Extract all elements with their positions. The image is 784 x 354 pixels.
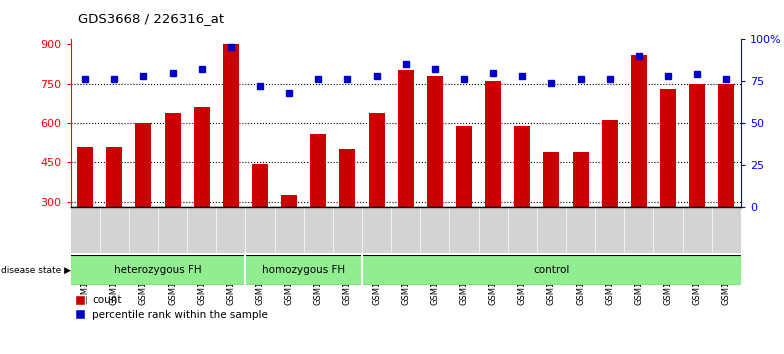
Bar: [223, 44, 239, 207]
Bar: [543, 152, 560, 207]
Bar: [660, 89, 676, 207]
Bar: [77, 147, 93, 207]
Text: control: control: [533, 265, 570, 275]
Text: GDS3668 / 226316_at: GDS3668 / 226316_at: [78, 12, 224, 25]
Bar: [339, 149, 355, 207]
Bar: [136, 123, 151, 207]
Bar: [572, 152, 589, 207]
Bar: [397, 70, 414, 207]
Bar: [689, 84, 705, 207]
Bar: [456, 126, 472, 207]
Bar: [485, 81, 501, 207]
Bar: [514, 126, 530, 207]
Bar: [107, 147, 122, 207]
Bar: [426, 76, 443, 207]
Bar: [631, 55, 647, 207]
Legend: count, percentile rank within the sample: count, percentile rank within the sample: [76, 296, 268, 320]
Bar: [310, 133, 326, 207]
Bar: [165, 113, 180, 207]
Bar: [718, 84, 735, 207]
Bar: [252, 164, 268, 207]
Text: homozygous FH: homozygous FH: [262, 265, 345, 275]
Bar: [281, 195, 297, 207]
Text: disease state ▶: disease state ▶: [1, 266, 71, 274]
Bar: [368, 113, 385, 207]
Bar: [194, 107, 210, 207]
Bar: [601, 120, 618, 207]
Text: heterozygous FH: heterozygous FH: [114, 265, 201, 275]
